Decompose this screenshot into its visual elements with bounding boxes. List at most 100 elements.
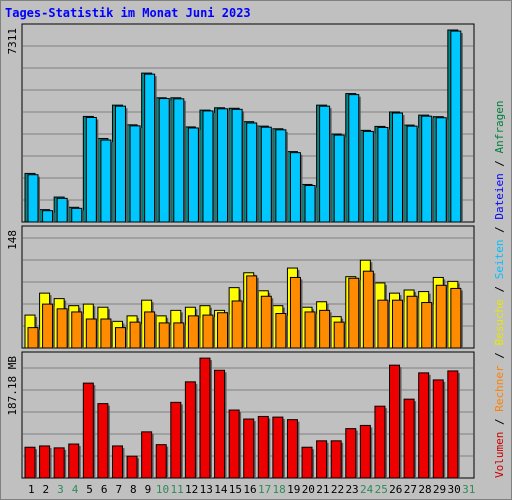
bar-volumen-day-14 [214, 369, 226, 479]
bar-volumen-day-20 [301, 446, 313, 479]
bar-dateien-day-14 [217, 108, 229, 223]
bar-rechner-day-1 [27, 327, 39, 349]
x-tick-label: 26 [389, 483, 402, 496]
legend-item-anfragen: Anfragen [493, 100, 506, 153]
bar-rechner-day-9 [144, 311, 156, 349]
bar-dateien-day-2 [42, 210, 54, 223]
bar-volumen-day-5 [82, 382, 94, 479]
bar-rechner-day-11 [173, 322, 185, 349]
x-tick-label: 28 [418, 483, 431, 496]
x-tick-label: 9 [145, 483, 152, 496]
x-tick-label: 18 [273, 483, 286, 496]
legend-separator: / [493, 279, 506, 299]
bar-volumen-day-8 [126, 455, 138, 479]
bar-dateien-day-22 [333, 134, 345, 223]
bar-dateien-day-25 [377, 126, 389, 223]
bar-dateien-day-30 [450, 30, 462, 223]
x-tick-label: 14 [214, 483, 228, 496]
x-tick-label: 23 [345, 483, 358, 496]
bar-volumen-day-28 [418, 372, 430, 479]
bar-dateien-day-21 [319, 105, 331, 223]
bar-dateien-day-1 [27, 174, 39, 223]
bar-volumen-day-17 [257, 415, 269, 479]
x-tick-label: 17 [258, 483, 271, 496]
bar-volumen-day-23 [345, 428, 357, 479]
x-tick-label: 22 [331, 483, 344, 496]
x-tick-label: 25 [375, 483, 388, 496]
bar-dateien-day-3 [56, 197, 68, 223]
bar-volumen-day-29 [432, 379, 444, 479]
bar-rechner-day-17 [260, 295, 272, 349]
bar-rechner-day-8 [129, 321, 141, 349]
bar-volumen-day-1 [24, 446, 36, 479]
bar-rechner-day-12 [187, 315, 199, 349]
bar-dateien-day-17 [260, 126, 272, 223]
bar-rechner-day-7 [114, 327, 126, 349]
x-tick-label: 11 [170, 483, 183, 496]
bar-dateien-day-5 [85, 116, 97, 223]
x-tick-label: 12 [185, 483, 198, 496]
bar-rechner-day-3 [56, 308, 68, 349]
bar-volumen-day-3 [53, 447, 65, 479]
x-tick-label: 19 [287, 483, 300, 496]
bar-dateien-day-11 [173, 98, 185, 223]
bar-rechner-day-23 [348, 277, 360, 349]
legend-item-seiten: Seiten [493, 240, 506, 280]
legend-separator: / [493, 412, 506, 432]
bar-volumen-day-22 [330, 440, 342, 479]
bar-rechner-day-25 [377, 299, 389, 349]
bar-volumen-day-6 [97, 403, 109, 479]
bar-rechner-day-26 [392, 299, 404, 349]
legend-item-dateien: Dateien [493, 173, 506, 219]
bar-dateien-day-9 [144, 73, 156, 223]
bar-rechner-day-6 [100, 318, 112, 349]
x-tick-label: 10 [156, 483, 169, 496]
bar-volumen-day-18 [272, 416, 284, 479]
bar-volumen-day-15 [228, 409, 240, 479]
bar-volumen-day-2 [39, 445, 51, 479]
legend-item-besuche: Besuche [493, 299, 506, 345]
bar-volumen-day-19 [286, 419, 298, 479]
legend-separator: / [493, 346, 506, 366]
bar-volumen-day-21 [316, 440, 328, 479]
x-tick-label: 3 [57, 483, 64, 496]
bar-dateien-day-23 [348, 94, 360, 223]
bar-volumen-day-16 [243, 418, 255, 479]
bar-volumen-day-4 [68, 443, 80, 479]
legend-item-rechner: Rechner [493, 365, 506, 412]
bar-rechner-day-28 [421, 302, 433, 349]
y-max-label: 148 [6, 230, 19, 250]
bar-rechner-day-18 [275, 313, 287, 349]
bar-volumen-day-26 [389, 364, 401, 479]
x-tick-label: 21 [316, 483, 329, 496]
x-tick-label: 6 [101, 483, 108, 496]
bar-dateien-day-13 [202, 110, 214, 223]
bar-dateien-day-6 [100, 139, 112, 223]
x-tick-label: 15 [229, 483, 242, 496]
bar-dateien-day-28 [421, 115, 433, 223]
x-tick-label: 1 [28, 483, 35, 496]
bar-volumen-day-27 [403, 398, 415, 479]
bar-rechner-day-29 [435, 284, 447, 349]
bar-rechner-day-20 [304, 311, 316, 349]
bar-dateien-day-20 [304, 184, 316, 223]
x-tick-label: 20 [302, 483, 315, 496]
bar-dateien-day-4 [71, 207, 83, 223]
x-tick-label: 2 [43, 483, 50, 496]
bar-volumen-day-13 [199, 357, 211, 479]
bar-dateien-day-18 [275, 129, 287, 223]
bar-volumen-day-25 [374, 405, 386, 479]
x-tick-label: 7 [115, 483, 122, 496]
legend: Volumen / Rechner / Besuche / Seiten / D… [493, 100, 506, 478]
bar-rechner-day-30 [450, 287, 462, 349]
bar-rechner-day-4 [71, 311, 83, 349]
bar-volumen-day-11 [170, 401, 182, 479]
bar-rechner-day-10 [158, 322, 170, 349]
bar-volumen-day-30 [447, 370, 459, 479]
legend-separator: / [493, 220, 506, 240]
bar-rechner-day-16 [246, 275, 258, 349]
x-tick-label: 8 [130, 483, 137, 496]
bar-rechner-day-14 [217, 312, 229, 349]
bar-dateien-day-29 [435, 117, 447, 223]
bar-dateien-day-26 [392, 112, 404, 223]
